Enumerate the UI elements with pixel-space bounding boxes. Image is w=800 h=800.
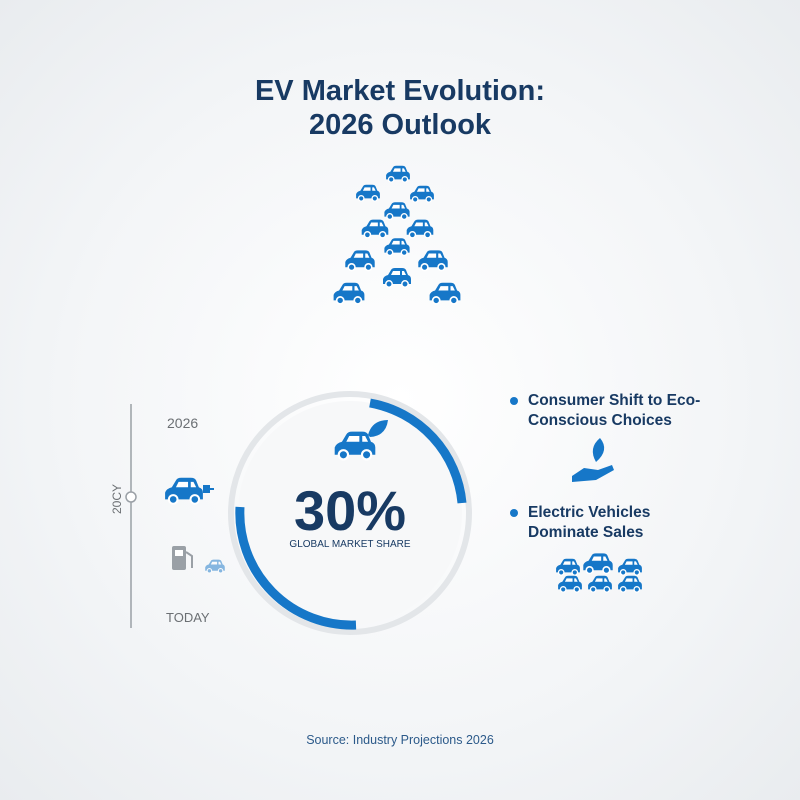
gauge-caption: GLOBAL MARKET SHARE: [289, 539, 411, 550]
car-group: [555, 552, 643, 593]
timeline-dot: [125, 491, 137, 503]
leaf: [368, 420, 388, 437]
hand-leaf-icon: [572, 438, 614, 482]
source: Source: Industry Projections 2026: [306, 733, 494, 747]
timeline-top-label: 2026: [167, 415, 199, 431]
gauge-arc: [235, 506, 357, 630]
gauge-face: [238, 401, 462, 625]
timeline-axis-label: 20CY: [110, 484, 124, 514]
gas-car-icon: [204, 559, 226, 574]
title-line: EV Market Evolution:: [254, 75, 546, 107]
timeline-bottom-label: TODAY: [166, 610, 210, 625]
fuel-pump: [172, 546, 193, 570]
gauge-value: 30%: [293, 479, 407, 542]
car-pyramid: [332, 165, 462, 305]
ev-icon: [164, 476, 204, 505]
gauge-ring: [228, 391, 472, 635]
plug: [203, 485, 214, 493]
highlight: Electric Vehicles Dominate Sales: [510, 503, 668, 543]
title-line: 2026 Outlook: [308, 109, 492, 141]
gauge-arc: [369, 398, 467, 504]
highlight: Consumer Shift to Eco-Conscious Choices: [510, 391, 708, 431]
title: EV Market Evolution: 2026 Outlook: [0, 74, 800, 142]
